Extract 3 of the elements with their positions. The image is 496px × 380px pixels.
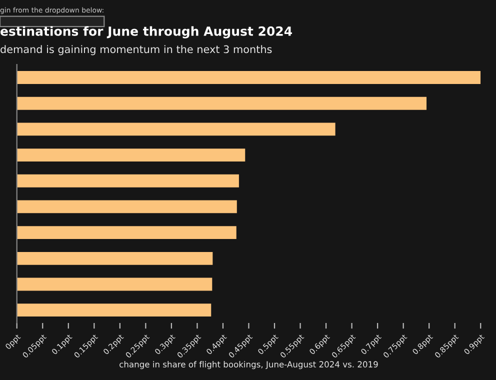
x-axis-title: change in share of flight bookings, June-August 2024 vs. 2019 xyxy=(120,361,378,370)
chart-title: estinations for June through August 2024 xyxy=(0,26,292,38)
chart-subtitle: demand is gaining momentum in the next 3 months xyxy=(0,45,272,56)
